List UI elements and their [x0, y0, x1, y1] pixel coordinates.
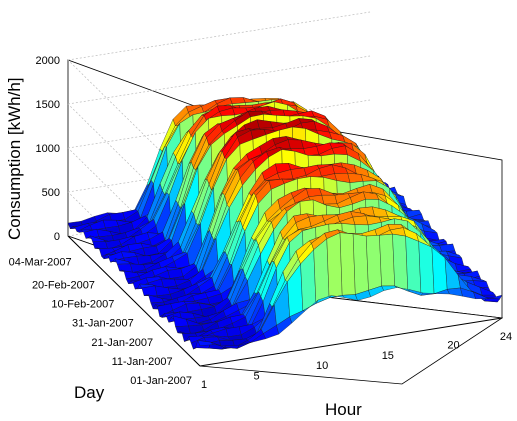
z-tick-label: 500: [42, 187, 60, 199]
y-tick-labels: 01-Jan-2007 11-Jan-2007 21-Jan-2007 31-Jan-…: [9, 256, 192, 387]
y-tick-label: 11-Jan-2007: [112, 356, 173, 368]
y-tick-label: 04-Mar-2007: [9, 256, 72, 268]
z-axis-title: Consumption [kWh/h]: [5, 77, 24, 240]
y-axis-line: [67, 235, 201, 367]
y-tick-label: 31-Jan-2007: [72, 318, 134, 330]
surface-plot: [67, 97, 503, 350]
surface-patch: [339, 232, 356, 296]
y-tick-label: 21-Jan-2007: [91, 337, 153, 349]
z-gridline-back: [67, 11, 371, 61]
x-axis-title: Hour: [325, 400, 362, 419]
z-gridline-side: [67, 103, 201, 235]
z-tick-label: 0: [54, 231, 60, 243]
z-tick-labels: 0 500 1000 1500 2000: [36, 55, 60, 243]
surface-patch: [352, 215, 369, 226]
x-tick-label: 15: [382, 350, 394, 362]
x-axis-line: [199, 317, 503, 367]
x-tick-label: 1: [201, 379, 207, 391]
y-tick-label: 10-Feb-2007: [51, 299, 114, 311]
z-tick-label: 1000: [36, 143, 60, 155]
surface-patch: [379, 233, 395, 287]
x-tick-label: 24: [500, 331, 512, 343]
surface-patch: [439, 243, 456, 253]
surface-patch: [313, 238, 330, 304]
surface-patch: [287, 139, 304, 149]
surface-patch: [352, 233, 369, 295]
z-tick-label: 2000: [36, 55, 60, 67]
z-gridline-back: [67, 55, 371, 105]
surface-patch: [366, 235, 382, 291]
surface-patch: [326, 232, 343, 299]
surface-patch: [418, 241, 435, 296]
z-gridline-side: [67, 59, 201, 191]
surface-patch: [321, 195, 338, 205]
y-tick-label: 20-Feb-2007: [32, 279, 95, 291]
z-tick-label: 1500: [36, 99, 60, 111]
surface-patch: [392, 233, 408, 292]
y-axis-title: Day: [74, 383, 105, 402]
x-tick-label: 20: [447, 339, 459, 351]
y-tick-label: 01-Jan-2007: [130, 375, 192, 387]
surface-patch: [486, 294, 503, 300]
x-tick-label: 10: [316, 360, 328, 372]
x-tick-label: 5: [253, 371, 259, 383]
